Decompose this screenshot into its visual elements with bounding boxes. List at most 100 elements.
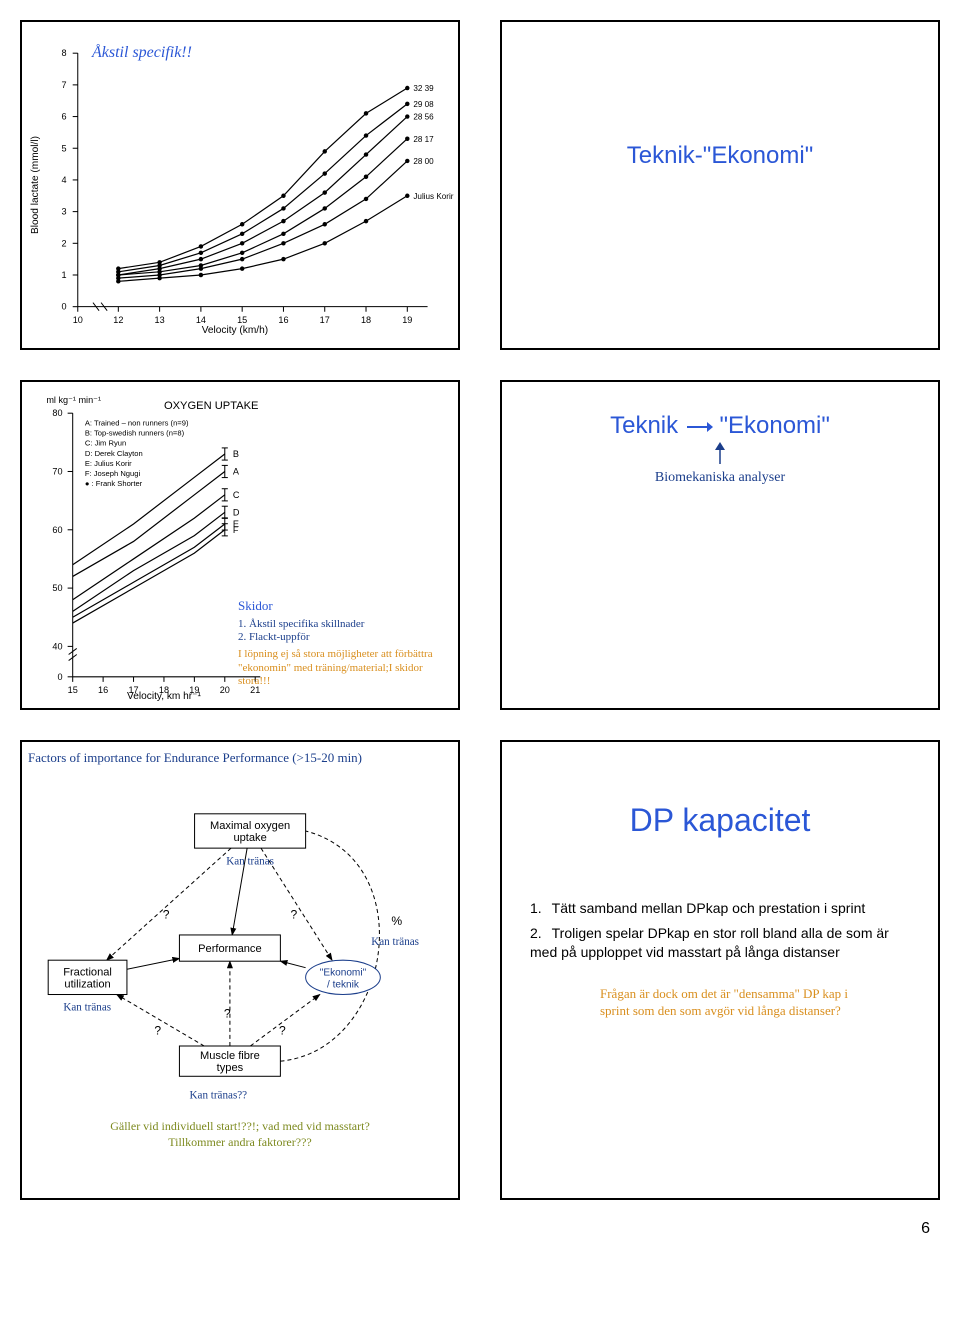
svg-text:Julius Korir: Julius Korir: [413, 192, 453, 201]
svg-text:29 08: 29 08: [413, 100, 434, 109]
svg-text:types: types: [217, 1062, 244, 1074]
svg-text:?: ?: [154, 1023, 161, 1037]
dp-note-line1: Frågan är dock om det är "densamma" DP k…: [600, 986, 910, 1003]
panel-teknik-arrow-ekonomi: Teknik "Ekonomi" Biomekaniska analyser: [500, 380, 940, 710]
svg-text:17: 17: [320, 315, 330, 325]
dp-note: Frågan är dock om det är "densamma" DP k…: [600, 986, 910, 1020]
svg-text:D: Derek Clayton: D: Derek Clayton: [85, 449, 143, 458]
overlay-akstil: Åkstil specifik!!: [92, 44, 192, 62]
svg-text:13: 13: [155, 315, 165, 325]
dp-point-2-text: Troligen spelar DPkap en stor roll bland…: [530, 925, 889, 960]
svg-text:A: Trained – non runners (n=9): A: Trained – non runners (n=9): [85, 418, 189, 427]
panel-dp-kapacitet: DP kapacitet 1. Tätt samband mellan DPka…: [500, 740, 940, 1200]
factors-footer: Gäller vid individuell start!??!; vad me…: [28, 1119, 452, 1150]
svg-text:14: 14: [196, 315, 206, 325]
svg-text:"Ekonomi": "Ekonomi": [320, 967, 367, 978]
factors-svg: ????? Maximal oxygenuptake Performance Fra…: [28, 770, 452, 1110]
svg-text:2: 2: [62, 238, 67, 248]
skidor-title: Skidor: [238, 598, 450, 614]
kan-tranas-q: Kan tränas??: [190, 1089, 248, 1101]
oxygen-title: OXYGEN UPTAKE: [164, 400, 259, 412]
dp-title: DP kapacitet: [530, 802, 910, 839]
footer-line1: Gäller vid individuell start!??!; vad me…: [28, 1119, 452, 1135]
ekonomi-word: "Ekonomi": [719, 412, 829, 439]
oxygen-unit: ml kg⁻¹ min⁻¹: [46, 395, 101, 405]
svg-text:12: 12: [113, 315, 123, 325]
svg-text:Maximal oxygen: Maximal oxygen: [210, 820, 290, 832]
svg-text:20: 20: [220, 685, 230, 695]
dp-point-1: 1. Tätt samband mellan DPkap och prestat…: [530, 899, 910, 918]
svg-text:uptake: uptake: [233, 832, 266, 844]
svg-text:?: ?: [224, 1007, 231, 1021]
svg-text:?: ?: [163, 907, 170, 921]
svg-text:6: 6: [62, 112, 67, 122]
kan-tranas-left: Kan tränas: [63, 1002, 111, 1014]
factors-title: Factors of importance for Endurance Perf…: [28, 750, 452, 766]
arrow-right-icon: [685, 420, 713, 434]
svg-text:A: A: [233, 467, 240, 477]
skidor-line2: 2. Flackt-uppför: [238, 631, 450, 644]
teknik-arrow-line: Teknik "Ekonomi": [522, 412, 918, 440]
svg-text:Muscle fibre: Muscle fibre: [200, 1050, 260, 1062]
svg-text:1: 1: [62, 270, 67, 280]
svg-text:/ teknik: / teknik: [327, 979, 360, 990]
svg-text:Fractional: Fractional: [63, 966, 112, 978]
svg-text:15: 15: [237, 315, 247, 325]
panel-lactate-chart: 012345678 101213141516171819 32 3929 082…: [20, 20, 460, 350]
svg-text:0: 0: [57, 672, 62, 682]
svg-text:3: 3: [62, 207, 67, 217]
panel-factors-diagram: Factors of importance for Endurance Perf…: [20, 740, 460, 1200]
svg-text:?: ?: [290, 907, 297, 921]
kan-tranas-right: Kan tränas: [371, 936, 419, 948]
svg-text:15: 15: [68, 685, 78, 695]
dp-point-1-text: Tätt samband mellan DPkap och prestation…: [552, 900, 866, 916]
skidor-line1: 1. Åkstil specifika skillnader: [238, 618, 450, 631]
x-axis-label: Velocity (km/h): [202, 325, 268, 336]
svg-text:7: 7: [62, 80, 67, 90]
svg-text:F: Joseph Ngugi: F: Joseph Ngugi: [85, 469, 141, 478]
svg-text:70: 70: [52, 467, 62, 477]
svg-text:5: 5: [62, 143, 67, 153]
kan-tranas-top: Kan tränas: [226, 855, 274, 867]
arrow-up-icon: [714, 442, 726, 464]
dp-points: 1. Tätt samband mellan DPkap och prestat…: [530, 899, 910, 962]
lactate-chart-svg: 012345678 101213141516171819 32 3929 082…: [22, 22, 458, 348]
svg-text:D: D: [233, 507, 240, 517]
svg-text:18: 18: [361, 315, 371, 325]
panel-teknik-ekonomi-title: Teknik-"Ekonomi": [500, 20, 940, 350]
teknik-ekonomi-heading: Teknik-"Ekonomi": [502, 142, 938, 170]
svg-text:F: F: [233, 525, 239, 535]
svg-text:28 00: 28 00: [413, 157, 434, 166]
svg-text:B: Top-swedish runners (n=8): B: Top-swedish runners (n=8): [85, 428, 185, 437]
dp-note-line2: sprint som den som avgör vid långa dista…: [600, 1003, 910, 1020]
svg-text:0: 0: [62, 302, 67, 312]
svg-text:60: 60: [52, 525, 62, 535]
panel-oxygen-uptake: OXYGEN UPTAKE ml kg⁻¹ min⁻¹ 04050607080 …: [20, 380, 460, 710]
svg-text:10: 10: [73, 315, 83, 325]
oxygen-x-label: Velocity, km hr⁻¹: [127, 691, 201, 702]
svg-text:?: ?: [279, 1023, 286, 1037]
svg-text:C: C: [233, 490, 240, 500]
svg-text:40: 40: [52, 641, 62, 651]
biomekaniska-label: Biomekaniska analyser: [655, 470, 785, 486]
teknik-word: Teknik: [610, 412, 678, 439]
svg-text:50: 50: [52, 583, 62, 593]
svg-text:● : Frank Shorter: ● : Frank Shorter: [85, 479, 143, 488]
skidor-sidebox: Skidor 1. Åkstil specifika skillnader 2.…: [238, 598, 450, 688]
svg-text:Performance: Performance: [198, 943, 262, 955]
dp-point-2: 2. Troligen spelar DPkap en stor roll bl…: [530, 924, 910, 962]
y-axis-label: Blood lactate (mmol/l): [30, 136, 41, 234]
svg-text:4: 4: [62, 175, 67, 185]
svg-text:28 17: 28 17: [413, 135, 434, 144]
svg-text:8: 8: [62, 48, 67, 58]
svg-text:80: 80: [52, 408, 62, 418]
svg-text:16: 16: [98, 685, 108, 695]
svg-text:16: 16: [278, 315, 288, 325]
svg-text:E: Julius Korir: E: Julius Korir: [85, 459, 132, 468]
svg-text:28 56: 28 56: [413, 113, 434, 122]
svg-text:utilization: utilization: [64, 978, 110, 990]
svg-text:32 39: 32 39: [413, 84, 434, 93]
svg-text:19: 19: [402, 315, 412, 325]
dp-point-2-num: 2.: [530, 924, 548, 943]
dp-point-1-num: 1.: [530, 899, 548, 918]
